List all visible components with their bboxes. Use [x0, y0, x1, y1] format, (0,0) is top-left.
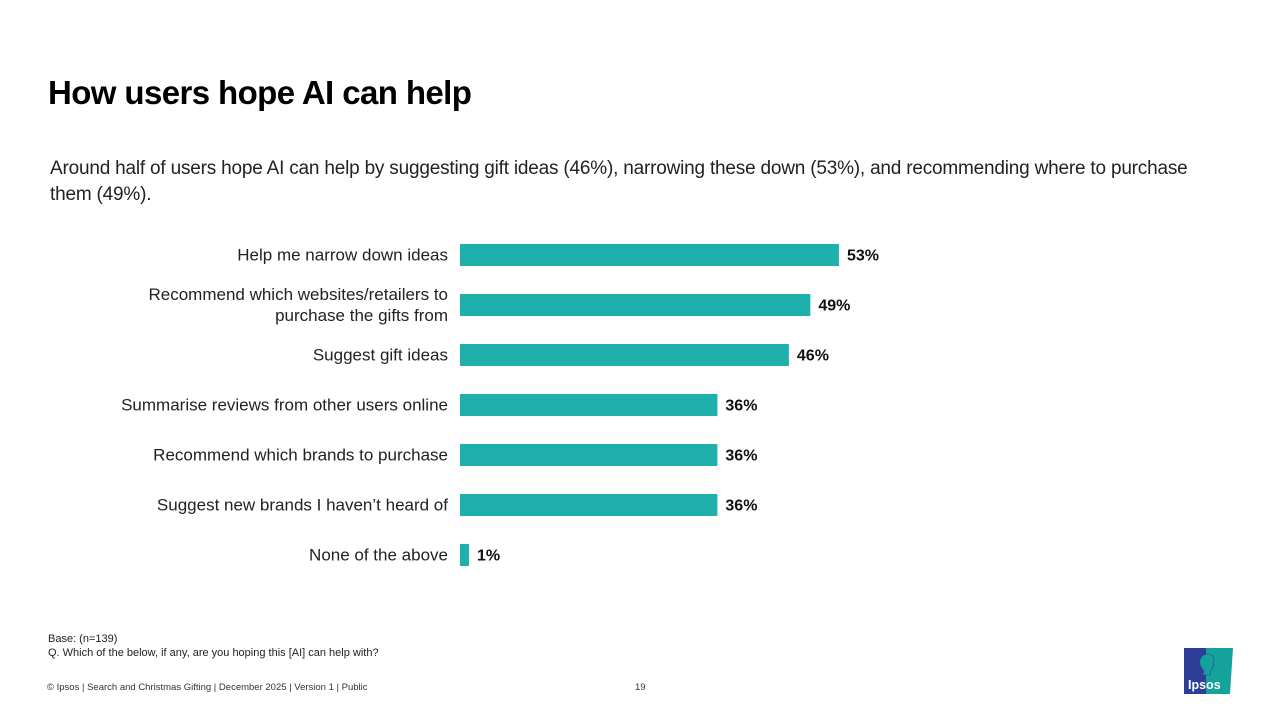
bar [460, 494, 718, 516]
category-label: Recommend which websites/retailers to [148, 285, 448, 304]
value-label: 36% [725, 498, 757, 515]
bar [460, 544, 469, 566]
bar [460, 344, 789, 366]
value-label: 36% [725, 398, 757, 415]
bar [460, 294, 811, 316]
bar-row: Suggest new brands I haven’t heard of 36% [157, 494, 757, 516]
category-label: Suggest gift ideas [313, 346, 448, 365]
bar [460, 394, 718, 416]
category-label: Summarise reviews from other users onlin… [121, 396, 448, 415]
category-label: purchase the gifts from [275, 306, 448, 325]
category-label: Suggest new brands I haven’t heard of [157, 496, 448, 515]
category-label: Recommend which brands to purchase [153, 446, 448, 465]
bar [460, 244, 839, 266]
page-number: 19 [635, 682, 646, 693]
logo-head-silhouette [1199, 653, 1215, 676]
base-notes: Base: (n=139) Q. Which of the below, if … [48, 632, 379, 660]
footer-text: © Ipsos | Search and Christmas Gifting |… [47, 682, 368, 693]
page-subtitle: Around half of users hope AI can help by… [50, 158, 1188, 205]
value-label: 53% [847, 248, 879, 265]
logo-text: Ipsos [1188, 678, 1221, 692]
base-size: Base: (n=139) [48, 633, 118, 645]
bar-row: Recommend which websites/retailers to pur… [148, 285, 850, 325]
bar-chart: Help me narrow down ideas 53% Recommend wh… [121, 244, 879, 566]
value-label: 1% [477, 548, 500, 565]
bar-row: Summarise reviews from other users onlin… [121, 394, 757, 416]
bar [460, 444, 718, 466]
bar-row: Help me narrow down ideas 53% [237, 244, 879, 266]
value-label: 36% [725, 448, 757, 465]
value-label: 49% [818, 298, 850, 315]
category-label: Help me narrow down ideas [237, 246, 448, 265]
bar-row: None of the above 1% [309, 544, 500, 566]
bar-row: Suggest gift ideas 46% [313, 344, 829, 366]
page-title: How users hope AI can help [48, 74, 472, 111]
question-text: Q. Which of the below, if any, are you h… [48, 647, 379, 659]
ipsos-logo: Ipsos [1184, 648, 1233, 694]
category-label: None of the above [309, 546, 448, 565]
bar-row: Recommend which brands to purchase 36% [153, 444, 757, 466]
value-label: 46% [797, 348, 829, 365]
